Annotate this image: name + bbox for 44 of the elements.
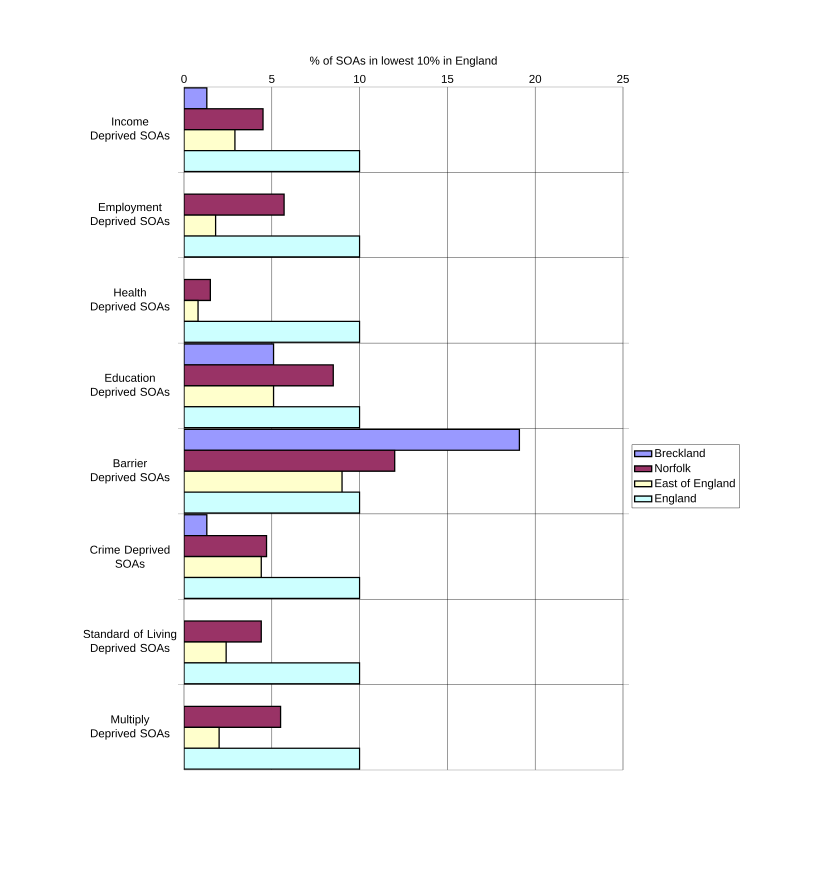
y-tick-label: Barrier Deprived SOAs: [90, 458, 170, 484]
bar: [184, 320, 360, 343]
bar: [184, 662, 360, 684]
bar: [184, 641, 227, 664]
bar: [184, 214, 216, 237]
bar: [184, 450, 396, 472]
bar: [184, 385, 274, 408]
bar: [184, 129, 236, 152]
x-tick-label: 15: [442, 74, 454, 83]
bar: [184, 470, 343, 493]
x-tick-label: 20: [529, 74, 542, 83]
bar: [184, 406, 360, 428]
bar: [184, 235, 360, 258]
bar: [184, 726, 220, 749]
x-axis-title: % of SOAs in lowest 10% in England: [310, 56, 497, 67]
y-tick-label: Multiply Deprived SOAs: [90, 714, 170, 740]
bar: [184, 278, 211, 302]
bar: [184, 108, 264, 130]
x-tick-label: 0: [181, 74, 187, 83]
legend-label: Norfolk: [655, 464, 691, 472]
bar: [184, 364, 334, 386]
legend-label: Breckland: [655, 448, 705, 458]
bar: [184, 706, 282, 728]
x-tick-label: 10: [354, 74, 366, 83]
y-tick-label: Income Deprived SOAs: [90, 118, 170, 142]
bar: [184, 556, 262, 578]
bar: [184, 620, 262, 643]
bar: [184, 428, 520, 451]
legend-label: East of England: [655, 478, 735, 490]
bar: [184, 150, 360, 172]
bar: [184, 534, 268, 558]
y-tick-label: Health Deprived SOAs: [90, 288, 170, 313]
bar: [184, 491, 360, 514]
bar: [184, 748, 360, 770]
legend-label: England: [655, 494, 696, 505]
bar: [184, 343, 274, 366]
bar: [184, 193, 285, 216]
y-tick-label: Education Deprived SOAs: [90, 373, 170, 398]
x-tick-label: 5: [269, 74, 275, 83]
y-tick-label: Crime Deprived SOAs: [90, 545, 170, 568]
y-tick-label: Employment Deprived SOAs: [90, 202, 170, 228]
x-tick-label: 25: [617, 74, 629, 83]
y-tick-label: Standard of Living Deprived SOAs: [83, 630, 176, 654]
bar: [184, 576, 360, 600]
